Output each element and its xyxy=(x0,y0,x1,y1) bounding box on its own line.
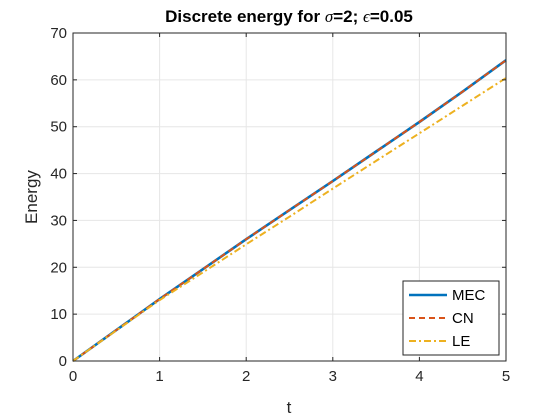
x-axis-ticks: 0 1 2 3 4 5 xyxy=(69,33,510,385)
x-tick-label: 0 xyxy=(69,368,77,385)
legend-label-le: LE xyxy=(452,333,470,350)
title-epsilon-symbol: ϵ xyxy=(363,7,371,26)
y-tick-label: 10 xyxy=(50,306,67,323)
title-sigma-symbol: σ xyxy=(325,7,334,26)
chart-title: Discrete energy for σ=2; ϵ=0.05 xyxy=(165,7,413,26)
y-tick-label: 0 xyxy=(59,353,67,370)
y-tick-label: 50 xyxy=(50,119,67,136)
series-line-cn xyxy=(72,59,507,362)
x-axis-label: t xyxy=(287,398,292,417)
x-tick-label: 1 xyxy=(155,368,163,385)
y-axis-ticks: 0 10 20 30 40 50 60 70 xyxy=(50,25,506,370)
y-tick-label: 20 xyxy=(50,259,67,276)
legend-label-mec: MEC xyxy=(452,287,486,304)
axes-box xyxy=(72,32,507,362)
series-group xyxy=(72,59,507,363)
y-axis-label: Energy xyxy=(22,170,41,224)
x-tick-label: 5 xyxy=(502,368,510,385)
x-tick-label: 4 xyxy=(415,368,423,385)
y-tick-label: 30 xyxy=(50,212,67,229)
y-tick-label: 70 xyxy=(50,25,67,42)
legend: MEC CN LE xyxy=(402,280,500,356)
y-tick-label: 40 xyxy=(50,166,67,183)
x-tick-label: 2 xyxy=(242,368,250,385)
x-tick-label: 3 xyxy=(329,368,337,385)
series-line-le xyxy=(72,77,507,362)
y-tick-label: 60 xyxy=(50,72,67,89)
legend-label-cn: CN xyxy=(452,310,474,327)
